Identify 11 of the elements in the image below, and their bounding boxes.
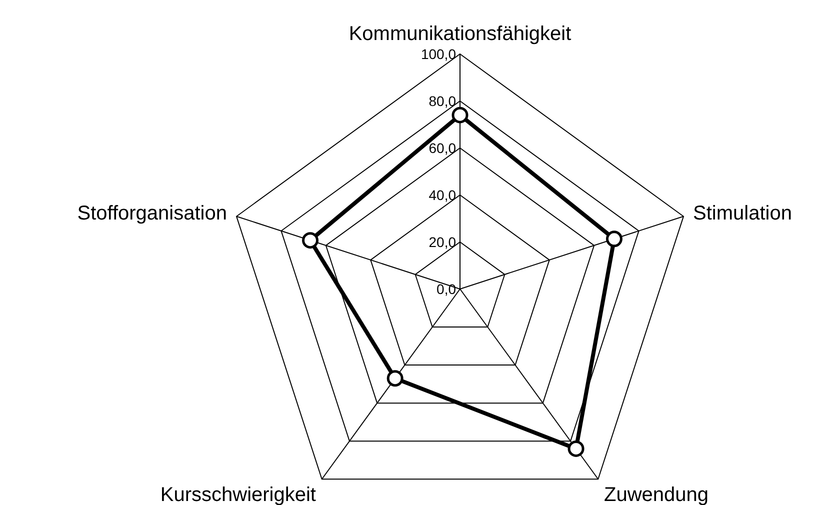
spoke-label: Stimulation [693, 202, 792, 224]
y-tick-label: 40,0 [428, 187, 456, 203]
y-tick-label: 100,0 [420, 46, 456, 62]
spoke-label: Kursschwierigkeit [160, 484, 316, 505]
spoke-label: Zuwendung [604, 484, 709, 505]
spoke-label: Kommunikationsfähigkeit [348, 23, 572, 45]
y-tick-label: 0,0 [436, 281, 456, 297]
y-tick-label: 60,0 [428, 140, 456, 156]
y-tick-label: 20,0 [428, 234, 456, 250]
spoke-label: Stofforganisation [77, 202, 227, 224]
y-tick-label: 80,0 [428, 93, 456, 109]
